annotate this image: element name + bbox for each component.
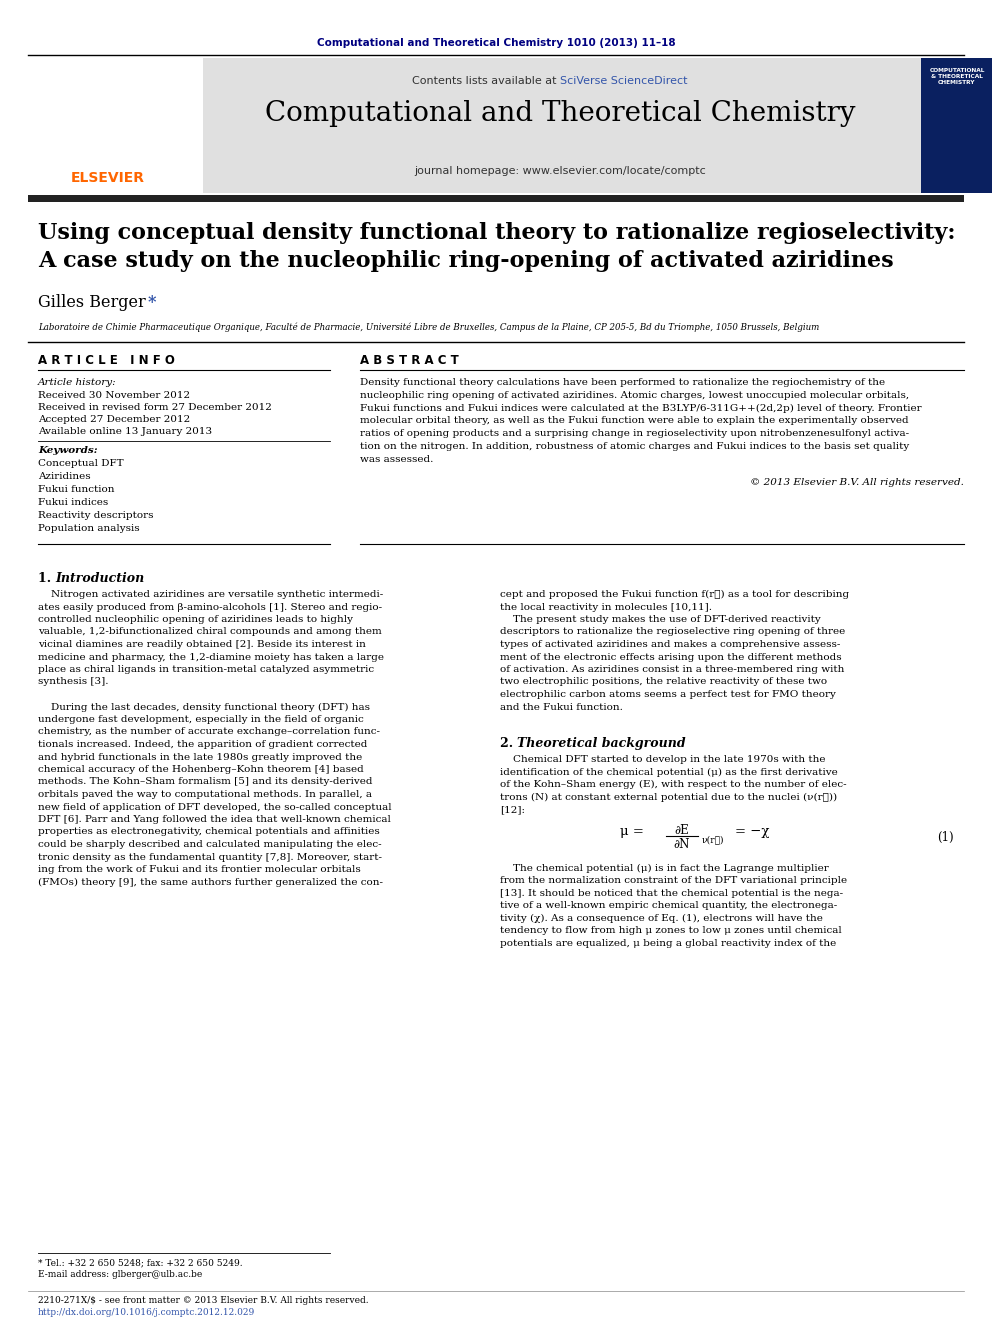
Text: [12]:: [12]: — [500, 804, 525, 814]
Text: COMPUTATIONAL
& THEORETICAL
CHEMISTRY: COMPUTATIONAL & THEORETICAL CHEMISTRY — [930, 67, 985, 85]
Text: chemical accuracy of the Hohenberg–Kohn theorem [4] based: chemical accuracy of the Hohenberg–Kohn … — [38, 765, 364, 774]
Text: E-mail address: glberger@ulb.ac.be: E-mail address: glberger@ulb.ac.be — [38, 1270, 202, 1279]
Text: nucleophilic ring opening of activated aziridines. Atomic charges, lowest unoccu: nucleophilic ring opening of activated a… — [360, 390, 909, 400]
Text: Fukui function: Fukui function — [38, 486, 114, 493]
Text: ELSEVIER: ELSEVIER — [71, 171, 145, 185]
Text: medicine and pharmacy, the 1,2-diamine moiety has taken a large: medicine and pharmacy, the 1,2-diamine m… — [38, 652, 384, 662]
Text: μ =: μ = — [620, 826, 644, 839]
Text: controlled nucleophilic opening of aziridines leads to highly: controlled nucleophilic opening of aziri… — [38, 615, 353, 624]
Text: Computational and Theoretical Chemistry: Computational and Theoretical Chemistry — [265, 101, 855, 127]
Text: two electrophilic positions, the relative reactivity of these two: two electrophilic positions, the relativ… — [500, 677, 827, 687]
Text: Accepted 27 December 2012: Accepted 27 December 2012 — [38, 415, 190, 423]
Text: potentials are equalized, μ being a global reactivity index of the: potentials are equalized, μ being a glob… — [500, 938, 836, 947]
Text: A R T I C L E   I N F O: A R T I C L E I N F O — [38, 355, 175, 366]
Text: tion on the nitrogen. In addition, robustness of atomic charges and Fukui indice: tion on the nitrogen. In addition, robus… — [360, 442, 910, 451]
Bar — [921, 58, 992, 193]
Text: new field of application of DFT developed, the so-called conceptual: new field of application of DFT develope… — [38, 803, 392, 811]
Text: DFT [6]. Parr and Yang followed the idea that well-known chemical: DFT [6]. Parr and Yang followed the idea… — [38, 815, 391, 824]
Text: types of activated aziridines and makes a comprehensive assess-: types of activated aziridines and makes … — [500, 640, 840, 650]
Text: cept and proposed the Fukui function f(r⃗) as a tool for describing: cept and proposed the Fukui function f(r… — [500, 590, 849, 599]
Text: could be sharply described and calculated manipulating the elec-: could be sharply described and calculate… — [38, 840, 382, 849]
Text: was assessed.: was assessed. — [360, 455, 434, 464]
Text: of activation. As aziridines consist in a three-membered ring with: of activation. As aziridines consist in … — [500, 665, 844, 673]
Text: valuable, 1,2-bifunctionalized chiral compounds and among them: valuable, 1,2-bifunctionalized chiral co… — [38, 627, 382, 636]
Text: chemistry, as the number of accurate exchange–correlation func-: chemistry, as the number of accurate exc… — [38, 728, 380, 737]
Text: Chemical DFT started to develop in the late 1970s with the: Chemical DFT started to develop in the l… — [500, 755, 825, 763]
Text: Nitrogen activated aziridines are versatile synthetic intermedi-: Nitrogen activated aziridines are versat… — [38, 590, 383, 599]
Text: orbitals paved the way to computational methods. In parallel, a: orbitals paved the way to computational … — [38, 790, 372, 799]
Text: ν(r⃗): ν(r⃗) — [702, 836, 724, 844]
Text: methods. The Kohn–Sham formalism [5] and its density-derived: methods. The Kohn–Sham formalism [5] and… — [38, 778, 373, 786]
Text: Conceptual DFT: Conceptual DFT — [38, 459, 124, 468]
Text: the local reactivity in molecules [10,11].: the local reactivity in molecules [10,11… — [500, 602, 712, 611]
Text: = −χ: = −χ — [735, 826, 770, 839]
Text: A B S T R A C T: A B S T R A C T — [360, 355, 458, 366]
Text: journal homepage: www.elsevier.com/locate/comptc: journal homepage: www.elsevier.com/locat… — [414, 165, 706, 176]
Text: Gilles Berger: Gilles Berger — [38, 294, 146, 311]
Text: Introduction: Introduction — [55, 572, 144, 585]
Text: ∂E: ∂E — [675, 823, 689, 836]
Text: of the Kohn–Sham energy (E), with respect to the number of elec-: of the Kohn–Sham energy (E), with respec… — [500, 781, 846, 789]
Text: http://dx.doi.org/10.1016/j.comptc.2012.12.029: http://dx.doi.org/10.1016/j.comptc.2012.… — [38, 1308, 255, 1316]
Bar — [203, 58, 921, 193]
Text: properties as electronegativity, chemical potentials and affinities: properties as electronegativity, chemica… — [38, 827, 380, 836]
Text: identification of the chemical potential (μ) as the first derivative: identification of the chemical potential… — [500, 767, 838, 777]
Text: 1.: 1. — [38, 572, 56, 585]
Text: Using conceptual density functional theory to rationalize regioselectivity:: Using conceptual density functional theo… — [38, 222, 955, 243]
Text: and hybrid functionals in the late 1980s greatly improved the: and hybrid functionals in the late 1980s… — [38, 753, 362, 762]
Text: Article history:: Article history: — [38, 378, 117, 388]
Text: SciVerse ScienceDirect: SciVerse ScienceDirect — [560, 75, 687, 86]
Bar — [28, 194, 964, 202]
Text: trons (N) at constant external potential due to the nuclei (ν(r⃗)): trons (N) at constant external potential… — [500, 792, 837, 802]
Text: (FMOs) theory [9], the same authors further generalized the con-: (FMOs) theory [9], the same authors furt… — [38, 877, 383, 886]
Text: tronic density as the fundamental quantity [7,8]. Moreover, start-: tronic density as the fundamental quanti… — [38, 852, 382, 861]
Text: Computational and Theoretical Chemistry 1010 (2013) 11–18: Computational and Theoretical Chemistry … — [316, 38, 676, 48]
Text: place as chiral ligands in transition-metal catalyzed asymmetric: place as chiral ligands in transition-me… — [38, 665, 374, 673]
Text: ing from the work of Fukui and its frontier molecular orbitals: ing from the work of Fukui and its front… — [38, 865, 361, 875]
Text: tive of a well-known empiric chemical quantity, the electronega-: tive of a well-known empiric chemical qu… — [500, 901, 837, 910]
Text: undergone fast development, especially in the field of organic: undergone fast development, especially i… — [38, 714, 364, 724]
Text: descriptors to rationalize the regioselective ring opening of three: descriptors to rationalize the regiosele… — [500, 627, 845, 636]
Text: Fukui functions and Fukui indices were calculated at the B3LYP/6-311G++(2d,2p) l: Fukui functions and Fukui indices were c… — [360, 404, 922, 413]
Text: Density functional theory calculations have been performed to rationalize the re: Density functional theory calculations h… — [360, 378, 885, 388]
Text: and the Fukui function.: and the Fukui function. — [500, 703, 623, 712]
Text: Available online 13 January 2013: Available online 13 January 2013 — [38, 427, 212, 437]
Text: Theoretical background: Theoretical background — [517, 737, 685, 750]
Text: (1): (1) — [937, 831, 954, 844]
Text: The present study makes the use of DFT-derived reactivity: The present study makes the use of DFT-d… — [500, 615, 820, 624]
Text: Population analysis: Population analysis — [38, 524, 140, 533]
Text: synthesis [3].: synthesis [3]. — [38, 677, 108, 687]
Bar — [28, 58, 203, 193]
Text: electrophilic carbon atoms seems a perfect test for FMO theory: electrophilic carbon atoms seems a perfe… — [500, 691, 836, 699]
Text: vicinal diamines are readily obtained [2]. Beside its interest in: vicinal diamines are readily obtained [2… — [38, 640, 366, 650]
Text: molecular orbital theory, as well as the Fukui function were able to explain the: molecular orbital theory, as well as the… — [360, 417, 909, 426]
Text: ratios of opening products and a surprising change in regioselectivity upon nitr: ratios of opening products and a surpris… — [360, 429, 909, 438]
Text: Fukui indices: Fukui indices — [38, 497, 108, 507]
Text: Received 30 November 2012: Received 30 November 2012 — [38, 392, 190, 400]
Text: ment of the electronic effects arising upon the different methods: ment of the electronic effects arising u… — [500, 652, 841, 662]
Text: Keywords:: Keywords: — [38, 446, 97, 455]
Text: During the last decades, density functional theory (DFT) has: During the last decades, density functio… — [38, 703, 370, 712]
Text: tionals increased. Indeed, the apparition of gradient corrected: tionals increased. Indeed, the apparitio… — [38, 740, 367, 749]
Text: from the normalization constraint of the DFT variational principle: from the normalization constraint of the… — [500, 876, 847, 885]
Text: ∂N: ∂N — [674, 837, 690, 851]
Text: Aziridines: Aziridines — [38, 472, 90, 482]
Text: [13]. It should be noticed that the chemical potential is the nega-: [13]. It should be noticed that the chem… — [500, 889, 843, 897]
Text: © 2013 Elsevier B.V. All rights reserved.: © 2013 Elsevier B.V. All rights reserved… — [750, 478, 964, 487]
Text: Received in revised form 27 December 2012: Received in revised form 27 December 201… — [38, 404, 272, 411]
Text: 2.: 2. — [500, 737, 518, 750]
Text: 2210-271X/$ - see front matter © 2013 Elsevier B.V. All rights reserved.: 2210-271X/$ - see front matter © 2013 El… — [38, 1297, 369, 1304]
Text: ates easily produced from β-amino-alcohols [1]. Stereo and regio-: ates easily produced from β-amino-alcoho… — [38, 602, 382, 611]
Text: *: * — [148, 294, 157, 311]
Text: Contents lists available at: Contents lists available at — [412, 75, 560, 86]
Text: tivity (χ). As a consequence of Eq. (1), electrons will have the: tivity (χ). As a consequence of Eq. (1),… — [500, 913, 823, 922]
Text: The chemical potential (μ) is in fact the Lagrange multiplier: The chemical potential (μ) is in fact th… — [500, 864, 828, 873]
Text: * Tel.: +32 2 650 5248; fax: +32 2 650 5249.: * Tel.: +32 2 650 5248; fax: +32 2 650 5… — [38, 1258, 243, 1267]
Text: tendency to flow from high μ zones to low μ zones until chemical: tendency to flow from high μ zones to lo… — [500, 926, 842, 935]
Text: Laboratoire de Chimie Pharmaceutique Organique, Faculté de Pharmacie, Université: Laboratoire de Chimie Pharmaceutique Org… — [38, 321, 819, 332]
Text: Reactivity descriptors: Reactivity descriptors — [38, 511, 154, 520]
Text: A case study on the nucleophilic ring-opening of activated aziridines: A case study on the nucleophilic ring-op… — [38, 250, 894, 273]
